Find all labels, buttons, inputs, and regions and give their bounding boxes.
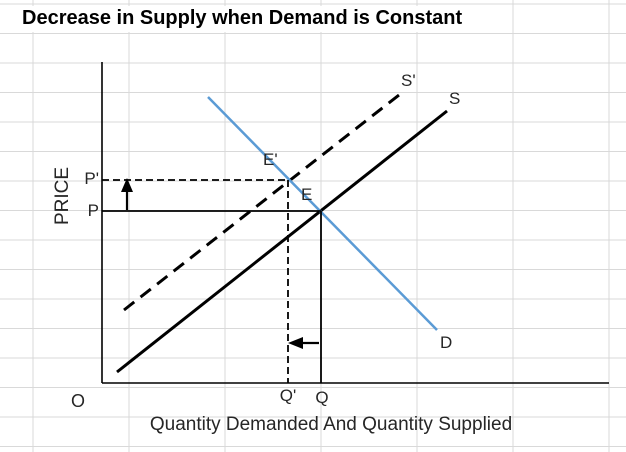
supply-s-label: S (449, 89, 461, 108)
quantity-left-arrow-head (288, 337, 303, 349)
supply-s-prime-label: S' (401, 71, 416, 90)
x-axis-title: Quantity Demanded And Quantity Supplied (149, 414, 513, 435)
quantity-q-prime-label: Q' (279, 386, 297, 405)
origin-label: O (71, 391, 86, 411)
price-p-prime-label: P' (84, 169, 99, 188)
equilibrium-e-label: E (301, 185, 313, 204)
demand-d-label: D (440, 333, 453, 352)
supply-line-s-prime (123, 93, 400, 312)
y-axis-title: PRICE (52, 166, 73, 226)
price-up-arrow-head (121, 178, 133, 192)
quantity-q-label: Q (315, 388, 329, 407)
supply-line-s (116, 109, 448, 374)
chart-title: Decrease in Supply when Demand is Consta… (20, 6, 467, 32)
equilibrium-e-prime-label: E' (263, 150, 278, 169)
price-p-label: P (87, 201, 99, 220)
demand-line-d (207, 96, 438, 331)
